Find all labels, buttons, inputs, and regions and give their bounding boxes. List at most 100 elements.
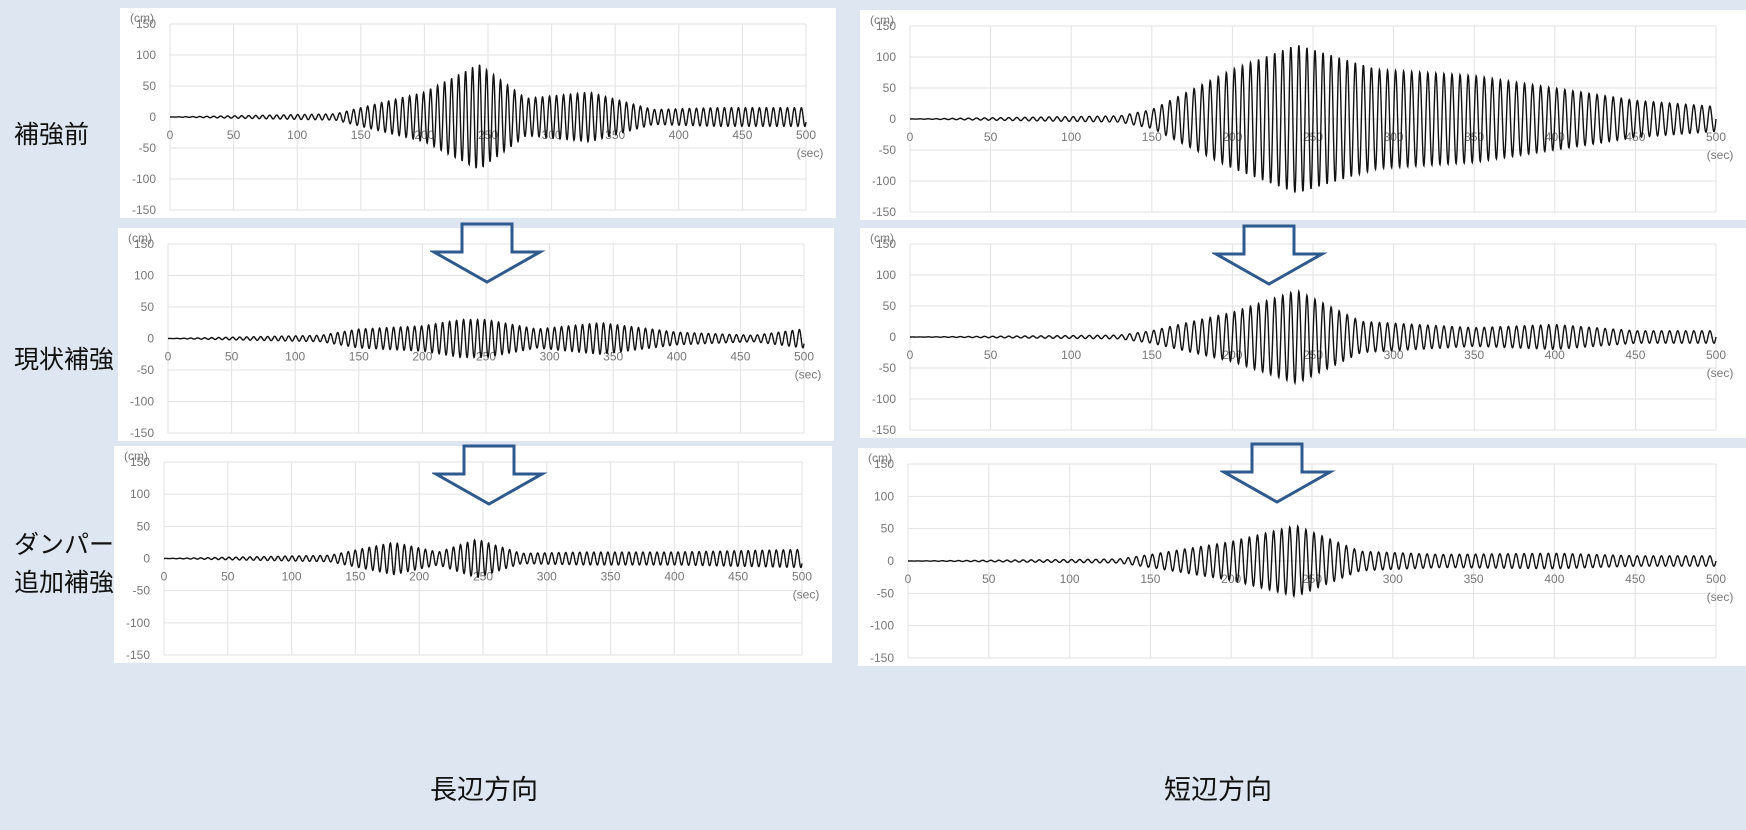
waveform-series (908, 524, 1717, 599)
y-tick-label: 150 (874, 457, 894, 471)
x-axis-label: (sec) (795, 368, 822, 382)
x-axis-label: (sec) (1707, 148, 1734, 162)
chart-panel-short-current: 150 100 50 0 -50 -100 -150 (cm) 0 50 100 150 200 250 3… (860, 228, 1746, 438)
x-tick-label: 100 (1060, 572, 1080, 586)
x-tick-label: 450 (1625, 348, 1645, 362)
y-tick-label: 0 (889, 330, 896, 344)
x-tick-label: 500 (796, 128, 816, 142)
x-tick-label: 450 (730, 350, 750, 364)
y-tick-label: -50 (137, 363, 155, 377)
y-tick-label: 0 (149, 110, 156, 124)
chart-panel-short-damper: 150 100 50 0 -50 -100 -150 (cm) 0 50 100 150 200 250 3… (858, 448, 1746, 666)
y-tick-label: 50 (137, 519, 151, 533)
x-tick-label: 100 (282, 570, 302, 584)
y-tick-label: -100 (130, 395, 154, 409)
y-tick-label: -50 (133, 584, 151, 598)
chart-panel-long-damper: 150 100 50 0 -50 -100 -150 (cm) 0 50 100 150 200 250 3… (114, 446, 832, 663)
waveform-series (168, 318, 805, 359)
x-tick-label: 50 (221, 570, 235, 584)
y-tick-label: 50 (143, 79, 157, 93)
y-tick-label: 100 (134, 269, 154, 283)
y-axis-label: (cm) (130, 11, 154, 25)
y-tick-label: -150 (872, 205, 896, 219)
x-tick-label: 200 (409, 570, 429, 584)
y-tick-label: -50 (877, 586, 895, 600)
y-tick-label: 50 (141, 300, 155, 314)
y-tick-label: -150 (872, 423, 896, 437)
y-tick-label: 150 (134, 237, 154, 251)
x-tick-label: 300 (537, 570, 557, 584)
column-label-long: 長辺方向 (430, 775, 538, 806)
x-tick-label: 50 (227, 128, 241, 142)
y-tick-label: -50 (139, 141, 157, 155)
y-tick-label: -150 (126, 648, 150, 662)
y-tick-label: 0 (147, 332, 154, 346)
y-tick-label: 50 (881, 522, 895, 536)
x-tick-label: 0 (165, 350, 172, 364)
x-tick-label: 300 (1384, 348, 1404, 362)
x-tick-label: 400 (1545, 348, 1565, 362)
x-tick-label: 450 (732, 128, 752, 142)
x-tick-label: 0 (161, 570, 168, 584)
x-tick-label: 50 (984, 130, 998, 144)
y-tick-label: 100 (130, 487, 150, 501)
x-tick-label: 400 (1544, 572, 1564, 586)
y-tick-label: 150 (136, 17, 156, 31)
x-tick-label: 250 (476, 350, 496, 364)
y-tick-label: 150 (876, 19, 896, 33)
y-tick-label: 0 (143, 552, 150, 566)
y-tick-label: 150 (876, 237, 896, 251)
y-axis-label: (cm) (870, 231, 894, 245)
x-tick-label: 350 (601, 570, 621, 584)
chart-panel-short-before: 150 100 50 0 -50 -100 -150 (cm) 0 50 100 150 200 250 3… (860, 10, 1746, 220)
y-tick-label: -50 (879, 143, 897, 157)
y-tick-label: 0 (887, 554, 894, 568)
x-tick-label: 250 (473, 570, 493, 584)
x-tick-label: 200 (412, 350, 432, 364)
waveform-series (170, 64, 807, 169)
x-tick-label: 450 (728, 570, 748, 584)
y-tick-label: 150 (130, 455, 150, 469)
row-label-damper-1: ダンパー (14, 530, 115, 559)
y-tick-label: 100 (874, 489, 894, 503)
y-tick-label: 100 (876, 50, 896, 64)
chart-panel-long-current: 150 100 50 0 -50 -100 -150 (cm) 0 50 100 150 200 250 3… (118, 228, 834, 441)
x-tick-label: 500 (1706, 130, 1726, 144)
y-tick-label: -50 (879, 361, 897, 375)
x-axis-label: (sec) (793, 588, 820, 602)
y-tick-label: -100 (126, 616, 150, 630)
y-tick-label: -100 (870, 619, 894, 633)
y-axis-label: (cm) (124, 449, 148, 463)
x-tick-label: 100 (285, 350, 305, 364)
x-tick-label: 400 (667, 350, 687, 364)
x-tick-label: 200 (414, 128, 434, 142)
x-tick-label: 500 (794, 350, 814, 364)
y-tick-label: -100 (872, 392, 896, 406)
y-tick-label: 50 (883, 81, 897, 95)
row-label-before: 補強前 (14, 120, 90, 149)
x-tick-label: 0 (907, 130, 914, 144)
y-tick-label: 100 (136, 48, 156, 62)
y-tick-label: -150 (132, 203, 156, 217)
x-tick-label: 100 (287, 128, 307, 142)
waveform-series (910, 288, 1717, 386)
x-axis-label: (sec) (1707, 366, 1734, 380)
x-tick-label: 50 (984, 348, 998, 362)
x-tick-label: 400 (669, 128, 689, 142)
x-tick-label: 50 (982, 572, 996, 586)
x-tick-label: 100 (1061, 348, 1081, 362)
x-tick-label: 500 (1706, 348, 1726, 362)
x-tick-label: 350 (1464, 348, 1484, 362)
y-tick-label: 100 (876, 268, 896, 282)
x-tick-label: 150 (351, 128, 371, 142)
y-tick-label: 50 (883, 299, 897, 313)
y-axis-label: (cm) (870, 13, 894, 27)
x-axis-label: (sec) (797, 146, 824, 160)
waveform-series (910, 45, 1717, 193)
x-tick-label: 0 (905, 572, 912, 586)
